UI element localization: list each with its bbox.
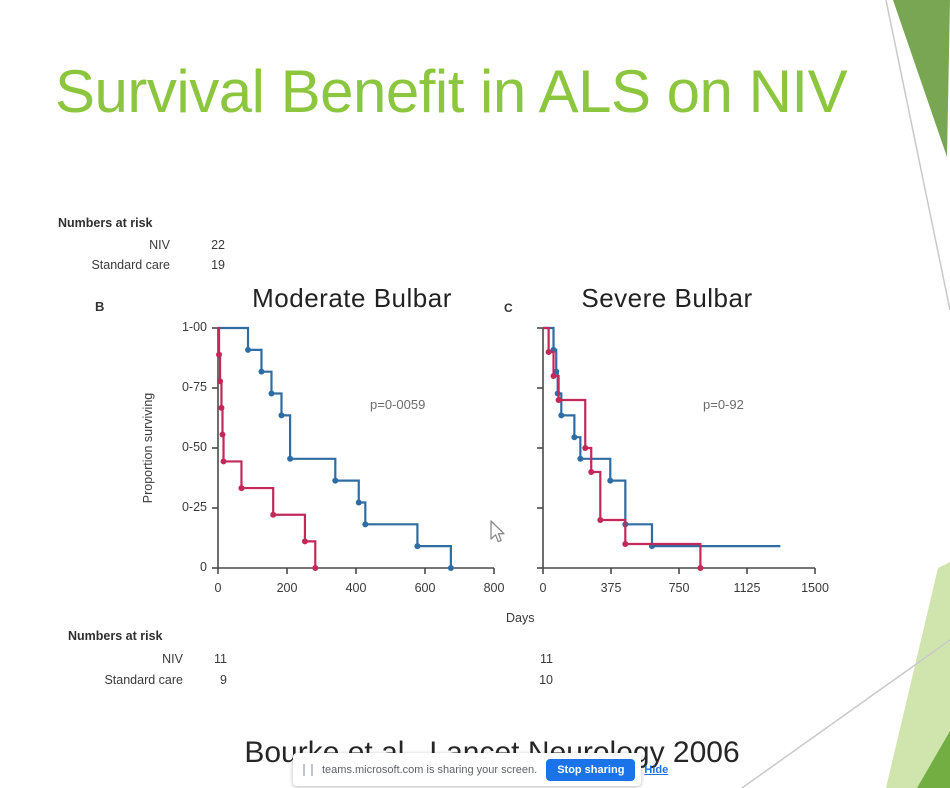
risk-top-row-standard-value: 19	[211, 258, 225, 272]
chart-b-title: Moderate Bulbar	[252, 283, 452, 313]
drag-grip-icon[interactable]	[303, 763, 313, 776]
risk-bottom-row-niv-label: NIV	[162, 652, 183, 666]
x-tick-label: 800	[483, 581, 505, 595]
share-message: teams.microsoft.com is sharing your scre…	[322, 763, 538, 776]
x-tick-label: 375	[600, 581, 622, 595]
bottom-right-light-triangle	[886, 562, 950, 788]
risk-top-row-niv-value: 22	[211, 238, 225, 252]
screen-share-bar: teams.microsoft.com is sharing your scre…	[293, 753, 668, 786]
x-tick-label: 750	[668, 581, 690, 595]
x-tick-label: 1125	[733, 581, 761, 595]
x-axis-label: Days	[506, 611, 535, 625]
y-tick-label: 0	[200, 560, 207, 574]
risk-top-row-niv-label: NIV	[149, 238, 170, 252]
risk-bottom-row-standard-label: Standard care	[104, 673, 183, 687]
y-tick-label: 0-75	[181, 380, 207, 394]
risk-bottom-header: Numbers at risk	[68, 629, 163, 643]
stop-sharing-button[interactable]: Stop sharing	[546, 758, 636, 781]
panel-c-label: C	[504, 301, 513, 315]
mouse-cursor-icon	[490, 520, 505, 543]
x-tick-label: 0	[214, 581, 222, 595]
risk-top-header: Numbers at risk	[58, 216, 153, 230]
x-tick-label: 400	[345, 581, 367, 595]
risk-top-row-standard-label: Standard care	[91, 258, 170, 272]
chart-c-p-value: p=0-92	[703, 397, 744, 412]
x-tick-label: 600	[414, 581, 436, 595]
km-chart-moderate-bulbar	[212, 326, 495, 574]
chart-b-p-value: p=0-0059	[370, 397, 426, 412]
km-chart-severe-bulbar	[537, 326, 816, 574]
risk-bottom-niv-severe: 11	[540, 652, 553, 666]
top-right-diagonal-line	[885, 0, 950, 311]
y-tick-label: 0-25	[181, 500, 207, 514]
panel-b-label: B	[95, 299, 105, 314]
y-tick-label: 0-50	[181, 440, 207, 454]
slide-title: Survival Benefit in ALS on NIV	[55, 58, 848, 125]
x-tick-label: 0	[539, 581, 547, 595]
risk-bottom-standard-moderate: 9	[220, 673, 227, 687]
chart-c-title: Severe Bulbar	[581, 283, 753, 313]
risk-bottom-standard-severe: 10	[539, 673, 553, 687]
bottom-right-diagonal-line	[741, 639, 950, 788]
bottom-right-dark-triangle	[917, 731, 950, 788]
hide-link[interactable]: Hide	[644, 763, 669, 776]
y-tick-label: 1-00	[181, 320, 207, 334]
risk-bottom-niv-moderate: 11	[214, 652, 227, 666]
x-tick-label: 200	[276, 581, 298, 595]
top-right-triangle	[893, 0, 950, 157]
x-tick-label: 1500	[801, 581, 829, 595]
